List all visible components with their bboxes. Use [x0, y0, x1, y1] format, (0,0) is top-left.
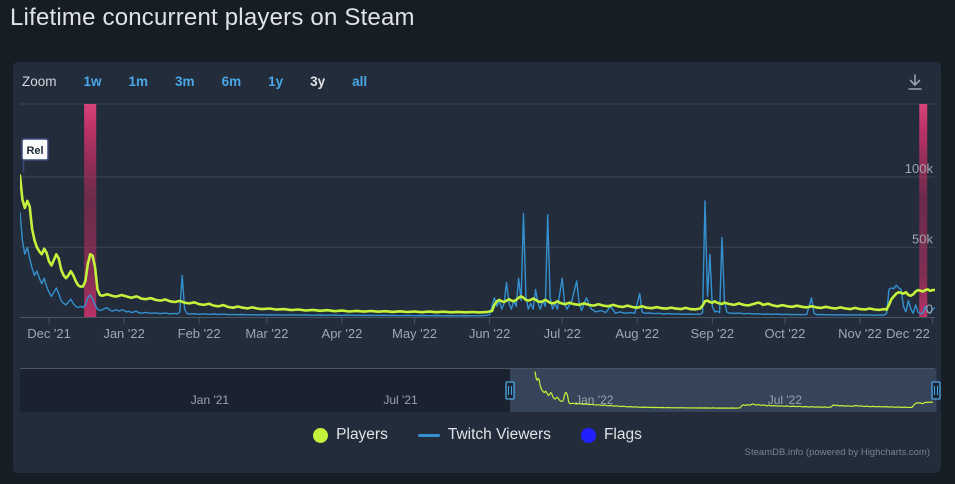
x-axis-label: Oct '22 [765, 326, 806, 341]
range-button-1m[interactable]: 1m [128, 74, 149, 89]
navigator-handle-right[interactable] [931, 381, 941, 400]
x-axis-label: Sep '22 [690, 326, 734, 341]
range-button-1y[interactable]: 1y [268, 74, 284, 89]
x-axis-label: Mar '22 [245, 326, 288, 341]
navigator-axis-label: Jul '22 [768, 393, 803, 407]
x-axis-label: Dec '21 [27, 326, 71, 341]
navigator-axis-label: Jan '21 [191, 393, 230, 407]
x-axis-label: Apr '22 [322, 326, 363, 341]
navigator-axis-label: Jul '21 [383, 393, 418, 407]
download-icon [908, 74, 922, 90]
y-axis-label: 100k [905, 161, 934, 176]
chart-plot-area[interactable] [20, 104, 935, 318]
legend-label-flags: Flags [603, 426, 642, 443]
zoom-toolbar: Zoom 1w 1m 3m 6m 1y 3y all [22, 73, 367, 91]
x-axis-label: Nov '22 [838, 326, 882, 341]
navigator-handle-left[interactable] [505, 381, 515, 400]
x-axis-label: Jul '22 [544, 326, 581, 341]
plot-band [919, 104, 928, 318]
legend-item-twitch-viewers[interactable]: Twitch Viewers [417, 426, 551, 444]
players-series [20, 174, 935, 314]
players-marker-icon [313, 427, 329, 443]
navigator-mask [20, 369, 511, 412]
zoom-label: Zoom [22, 74, 57, 89]
page-title: Lifetime concurrent players on Steam [10, 4, 415, 31]
y-axis-label: 0 [926, 302, 933, 317]
x-axis-label: Feb '22 [178, 326, 221, 341]
y-axis-label: 50k [912, 231, 933, 246]
navigator-selected-range[interactable] [510, 369, 937, 412]
legend-label-twitch-viewers: Twitch Viewers [447, 426, 551, 443]
credit-link[interactable]: SteamDB.info (powered by Highcharts.com) [744, 447, 930, 458]
chart-panel [13, 62, 941, 473]
legend-item-players[interactable]: Players [313, 426, 388, 444]
release-flag[interactable] [21, 138, 49, 161]
release-flag-label: Rel [26, 145, 43, 157]
x-axis-label: Jun '22 [469, 326, 511, 341]
legend-item-flags[interactable]: Flags [580, 426, 642, 444]
legend: Players Twitch Viewers Flags [0, 426, 955, 444]
export-button[interactable] [903, 70, 927, 96]
x-axis-label: Dec '22 [886, 326, 930, 341]
range-button-3y[interactable]: 3y [310, 74, 326, 89]
range-button-3m[interactable]: 3m [175, 74, 195, 89]
range-button-6m[interactable]: 6m [221, 74, 242, 89]
navigator-series [534, 371, 933, 409]
range-button-all[interactable]: all [352, 74, 368, 89]
legend-label-players: Players [336, 426, 388, 443]
range-button-1w[interactable]: 1w [83, 74, 102, 89]
x-axis-label: Aug '22 [615, 326, 659, 341]
twitch-viewers-marker-icon [417, 433, 440, 437]
flags-marker-icon [580, 427, 596, 443]
x-axis-label: Jan '22 [103, 326, 145, 341]
twitch-viewers-series [20, 200, 935, 317]
x-axis-label: May '22 [392, 326, 437, 341]
